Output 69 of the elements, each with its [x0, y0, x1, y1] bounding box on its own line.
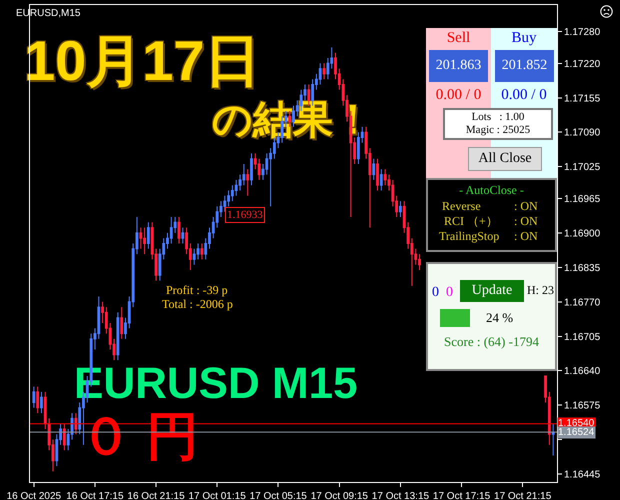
y-tick-label: 1.16900	[564, 228, 601, 240]
annotation: Profit : -39 p	[166, 283, 228, 298]
y-tick-label: 1.17025	[564, 162, 601, 174]
price-button: 201.863	[429, 50, 488, 82]
candlestick	[32, 386, 36, 408]
candlestick	[372, 158, 376, 180]
y-tick-label: 1.17220	[564, 58, 601, 70]
candlestick	[250, 152, 253, 186]
x-tick-label: 17 Oct 05:15	[250, 491, 308, 500]
annotation: : ON	[514, 214, 538, 228]
candlestick	[116, 312, 120, 361]
candlestick	[74, 412, 78, 435]
x-tick-label: 17 Oct 01:15	[188, 491, 246, 500]
ref-line-label: 1.16524	[558, 427, 595, 438]
candlestick	[398, 200, 402, 218]
candlestick	[380, 168, 383, 191]
x-tick-label: 17 Oct 17:15	[432, 491, 491, 500]
annotation: Sell	[446, 30, 472, 46]
close-button: All Close	[468, 147, 542, 171]
y-tick-label: 1.16770	[564, 297, 601, 308]
candlestick	[376, 158, 379, 191]
annotation: Lots : 1.00	[470, 111, 526, 124]
annotation: Buy	[510, 30, 538, 46]
x-tick-label: 17 Oct 13:15	[372, 491, 430, 500]
annotation: 0.00 / 0	[434, 87, 482, 104]
ref-line-label: 1.16540	[558, 418, 595, 429]
annotation: - AutoClose -	[458, 183, 525, 198]
candlestick	[143, 227, 146, 255]
x-tick-label: 17 Oct 21:15	[494, 491, 552, 500]
annotation: 1.16933	[227, 209, 264, 221]
y-tick-label: 1.16705	[564, 332, 601, 343]
price-button: 201.852	[495, 50, 554, 82]
candlestick	[40, 391, 43, 414]
candlestick	[178, 216, 180, 244]
annotation: TrailingStop	[439, 229, 500, 244]
candlestick	[36, 386, 40, 414]
candlestick	[246, 168, 250, 196]
y-tick-label: 1.16640	[564, 366, 601, 378]
candlestick	[552, 423, 555, 456]
annotation: Total : -2006 p	[162, 297, 233, 312]
x-tick-label: 16 Oct 17:15	[66, 491, 124, 500]
update-button: Update	[460, 280, 524, 302]
candlestick	[62, 423, 66, 451]
y-tick-label: 1.16445	[564, 470, 601, 481]
annotation: 0	[432, 285, 439, 300]
x-tick-label: 16 Oct 21:15	[127, 491, 186, 500]
annotation: : ON	[514, 199, 538, 214]
annotation: 0.00 / 0	[500, 87, 548, 104]
candlestick	[200, 243, 204, 260]
annotation: Reverse	[442, 199, 481, 214]
candlestick	[322, 62, 326, 80]
annotation: Score : (64) -1794	[443, 334, 540, 350]
y-tick-label: 1.17155	[564, 93, 601, 104]
annotation: H: 23	[527, 283, 554, 298]
y-tick-label: 1.16965	[564, 194, 601, 205]
candlestick	[181, 227, 184, 244]
y-tick-label: 1.17090	[564, 128, 601, 139]
annotation: RCI （+）	[444, 214, 498, 228]
candlestick	[146, 222, 150, 250]
y-tick-label: 1.16835	[564, 262, 601, 274]
annotation: : ON	[514, 229, 538, 244]
y-tick-label: 1.16575	[564, 400, 601, 412]
annotation: 0	[446, 285, 453, 300]
y-tick-label: 1.17280	[564, 27, 601, 38]
x-tick-label: 17 Oct 09:15	[310, 491, 368, 500]
annotation: 24 %	[486, 310, 514, 326]
x-tick-label: 16 Oct 2025	[6, 491, 62, 500]
candlestick	[120, 306, 124, 340]
annotation: Magic : 25025	[464, 124, 532, 136]
